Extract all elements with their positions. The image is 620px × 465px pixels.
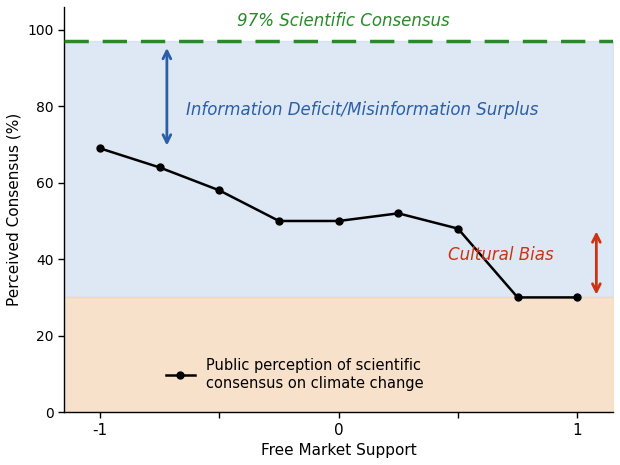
X-axis label: Free Market Support: Free Market Support <box>261 443 417 458</box>
Text: Information Deficit/Misinformation Surplus: Information Deficit/Misinformation Surpl… <box>187 101 539 119</box>
Text: 97% Scientific Consensus: 97% Scientific Consensus <box>237 12 450 30</box>
Legend: Public perception of scientific
consensus on climate change: Public perception of scientific consensu… <box>160 352 430 397</box>
Text: Cultural Bias: Cultural Bias <box>448 246 554 265</box>
Y-axis label: Perceived Consensus (%): Perceived Consensus (%) <box>7 113 22 306</box>
